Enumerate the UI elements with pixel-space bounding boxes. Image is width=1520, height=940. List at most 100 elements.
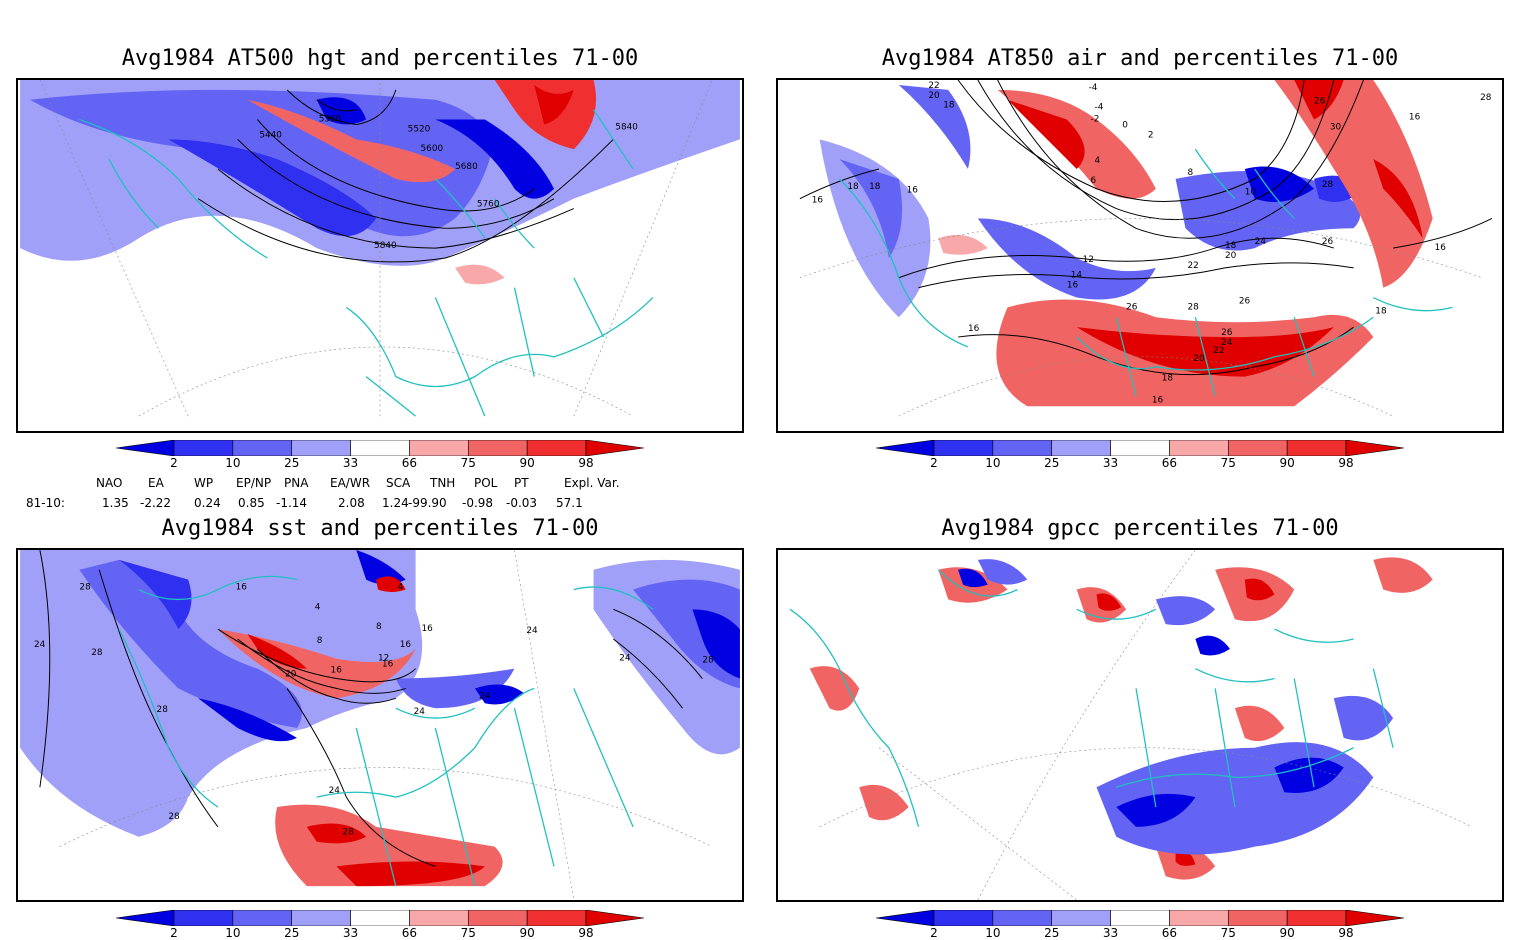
contour-label: 28: [1322, 180, 1334, 190]
colorbar-segment: [467, 910, 528, 926]
index-value: -99.90: [408, 496, 447, 510]
colorbar-bar: [116, 910, 644, 926]
contour-label: 24: [619, 654, 631, 664]
colorbar-label: 25: [1044, 456, 1060, 470]
contour-label: -4: [1095, 103, 1104, 113]
index-value: 0.24: [194, 496, 221, 510]
index-header: EP/NP: [236, 476, 272, 490]
colorbar-label: 75: [460, 926, 476, 940]
colorbar-segment: [933, 440, 994, 456]
map-hgt500-canvas: 5360 5440 5520 5600 5680 5760 5840 5840: [20, 80, 740, 417]
contour-label: 5440: [259, 130, 282, 140]
colorbar-segment: [409, 910, 469, 926]
index-header: NAO: [96, 476, 123, 490]
index-row-label: 81-10:: [26, 496, 65, 510]
index-header: TNH: [430, 476, 456, 490]
colorbar-segment: [291, 910, 351, 926]
colorbar-label: 90: [519, 456, 535, 470]
contour-label: 28: [1187, 302, 1199, 312]
contour-label: 18: [847, 182, 859, 192]
colorbar-segment: [116, 910, 175, 926]
contour-label: 8: [376, 622, 382, 632]
colorbar-label: 25: [284, 456, 300, 470]
contour-label: 12: [378, 654, 389, 664]
contour-label: 5360: [319, 115, 342, 125]
index-value: 1.35: [102, 496, 129, 510]
colorbar-label: 25: [284, 926, 300, 940]
contour-label: 28: [91, 648, 103, 658]
contour-label: 24: [34, 640, 46, 650]
contour-label: 4: [398, 583, 404, 593]
contour-label: 16: [1435, 243, 1447, 253]
colorbar-hgt500: 2 10 25 33 66 75 90 98: [116, 440, 644, 470]
index-value: -0.98: [462, 496, 494, 510]
index-value: 57.1: [556, 496, 583, 510]
panel-title-hgt500: Avg1984 AT500 hgt and percentiles 71-00: [121, 46, 639, 71]
index-header: EA/WR: [330, 476, 371, 490]
panel-title-air850: Avg1984 AT850 air and percentiles 71-00: [881, 46, 1399, 71]
contour-label: 24: [329, 786, 341, 796]
colorbar-segment: [1110, 910, 1170, 926]
contour-label: 5520: [408, 124, 431, 134]
colorbar-label: 90: [1279, 456, 1295, 470]
contour-label: 14: [1071, 271, 1083, 281]
panel-title-sst: Avg1984 sst and percentiles 71-00: [161, 516, 599, 541]
contour-label: 26: [1126, 302, 1138, 312]
index-header: PT: [514, 476, 529, 490]
colorbar-label: 90: [1279, 926, 1295, 940]
colorbar-label: 98: [1338, 926, 1354, 940]
contour-label: 30: [1330, 122, 1342, 132]
contour-label: 24: [526, 626, 538, 636]
colorbar-label: 33: [1102, 926, 1119, 940]
contour-label: 16: [382, 660, 394, 670]
contour-label: 20: [928, 91, 940, 101]
contour-label: 28: [342, 828, 354, 838]
colorbar-bar: [116, 440, 644, 456]
colorbar-segment: [232, 910, 293, 926]
contour-label: 6: [1091, 176, 1097, 186]
colorbar-segment: [585, 440, 644, 456]
contour-label: 18: [1162, 374, 1174, 384]
contour-label: 28: [168, 812, 180, 822]
colorbar-gpcc: 2 10 25 33 66 75 90 98: [876, 910, 1404, 940]
contour-label: 18: [869, 182, 881, 192]
colorbar-label: 90: [519, 926, 535, 940]
colorbar-bar: [876, 440, 1404, 456]
map-hgt500: 5360 5440 5520 5600 5680 5760 5840 5840: [16, 78, 744, 433]
colorbar-segment: [1286, 440, 1347, 456]
contour-label: 4: [1095, 156, 1101, 166]
colorbar-segment: [526, 440, 587, 456]
index-value: 1.24: [382, 496, 409, 510]
colorbar-segment: [1110, 440, 1170, 456]
colorbar-label: 75: [1220, 926, 1236, 940]
colorbar-segment: [291, 440, 351, 456]
colorbar-label: 10: [985, 926, 1001, 940]
colorbar-label: 66: [401, 926, 418, 940]
colorbar-segment: [1051, 910, 1111, 926]
index-header: Expl. Var.: [564, 476, 620, 490]
index-header: PNA: [284, 476, 309, 490]
contour-label: 18: [1225, 241, 1237, 251]
contour-label: 28: [79, 583, 91, 593]
contour-label: 28: [1480, 93, 1492, 103]
colorbar-label: 2: [930, 456, 938, 470]
contour-label: 26: [1239, 296, 1251, 306]
contour-label: 16: [968, 324, 980, 334]
contour-label: 8: [1187, 168, 1193, 178]
contour-label: 20: [1225, 251, 1237, 261]
colorbar-segment: [350, 910, 410, 926]
contour-label: 16: [1067, 281, 1079, 291]
map-gpcc: [776, 548, 1504, 902]
colorbar-air850: 2 10 25 33 66 75 90 98: [876, 440, 1404, 470]
map-sst-canvas: 28 24 28 16 4 4 8 12 8 16 16 20 16 16 24…: [20, 550, 740, 900]
contour-label: 22: [928, 81, 939, 91]
index-value: -0.03: [506, 496, 538, 510]
colorbar-label: 33: [342, 926, 359, 940]
contour-label: 24: [1221, 338, 1233, 348]
index-header: SCA: [386, 476, 411, 490]
contour-label: 26: [1221, 328, 1233, 338]
contour-label: 24: [1255, 237, 1267, 247]
colorbar-label: 98: [578, 456, 594, 470]
colorbar-label: 66: [1161, 926, 1178, 940]
contour-label: 16: [1409, 113, 1421, 123]
